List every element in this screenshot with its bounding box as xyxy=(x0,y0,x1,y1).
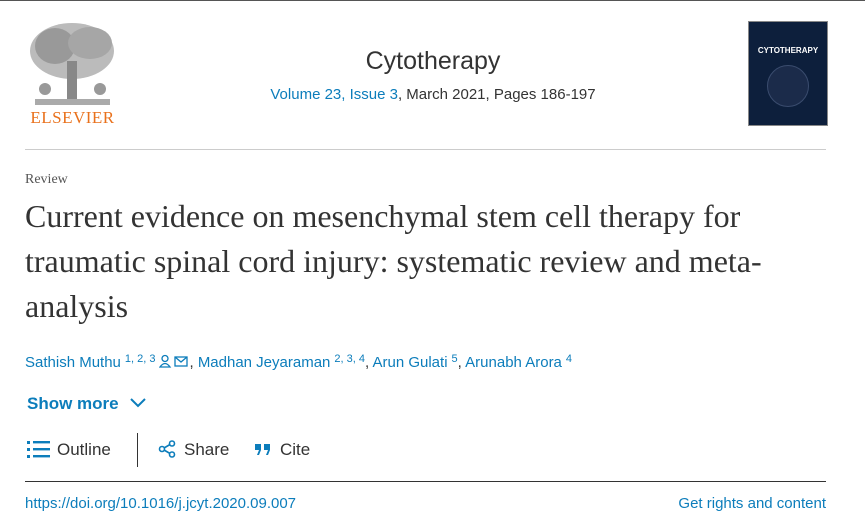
outline-icon xyxy=(27,441,50,458)
divider xyxy=(25,481,826,482)
issue-link[interactable]: Volume 23, Issue 3 xyxy=(270,86,398,103)
author-affiliations[interactable]: 4 xyxy=(565,353,573,365)
share-button[interactable]: Share xyxy=(158,440,229,460)
doi-link[interactable]: https://doi.org/10.1016/j.jcyt.2020.09.0… xyxy=(25,495,297,512)
author-affiliations[interactable]: 2, 3, 4 xyxy=(334,353,365,365)
toolbar-separator xyxy=(137,433,138,467)
show-more[interactable]: Show more xyxy=(27,394,147,414)
author-affiliations[interactable]: 1, 2, 3 xyxy=(124,353,156,365)
cite-label[interactable]: Cite xyxy=(280,440,311,459)
journal-title[interactable]: Cytotherapy xyxy=(365,47,501,75)
chevron-icon xyxy=(130,398,147,408)
author-affiliations[interactable]: 5 xyxy=(451,353,458,365)
cite-icon xyxy=(255,444,270,455)
cite-button[interactable]: Cite xyxy=(254,440,310,460)
share-label[interactable]: Share xyxy=(184,440,230,459)
show-more-label[interactable]: Show more xyxy=(27,394,119,413)
contact-icons xyxy=(159,354,189,368)
author-name[interactable]: Sathish Muthu xyxy=(25,354,121,371)
author-name[interactable]: Arunabh Arora xyxy=(465,354,562,371)
issue-details: , March 2021, Pages 186-197 xyxy=(397,86,596,103)
article-title: Current evidence on mesenchymal stem cel… xyxy=(25,198,762,324)
cover-title: CYTOTHERAPY xyxy=(757,46,819,55)
author-separator: , xyxy=(189,354,198,371)
outline-button[interactable]: Outline xyxy=(27,440,111,460)
publisher-name: ELSEVIER xyxy=(30,108,115,127)
publisher-logo xyxy=(25,21,120,111)
outline-label[interactable]: Outline xyxy=(57,440,111,459)
issue-line: Volume 23, Issue 3, March 2021, Pages 18… xyxy=(200,86,666,103)
article-type: Review xyxy=(25,172,68,187)
author-list: Sathish Muthu 1, 2, 3, Madhan Jeyaraman 2,… xyxy=(25,353,572,371)
author-icons xyxy=(159,354,189,371)
author-separator: , xyxy=(457,354,466,371)
author-name[interactable]: Madhan Jeyaraman xyxy=(197,354,331,371)
rights-link[interactable]: Get rights and content xyxy=(678,495,826,512)
divider xyxy=(25,149,826,150)
cover-image xyxy=(767,65,809,107)
author-name[interactable]: Arun Gulati xyxy=(372,354,448,371)
journal-cover[interactable]: CYTOTHERAPY xyxy=(748,21,828,126)
share-icon xyxy=(158,440,176,458)
author-separator: , xyxy=(364,354,373,371)
